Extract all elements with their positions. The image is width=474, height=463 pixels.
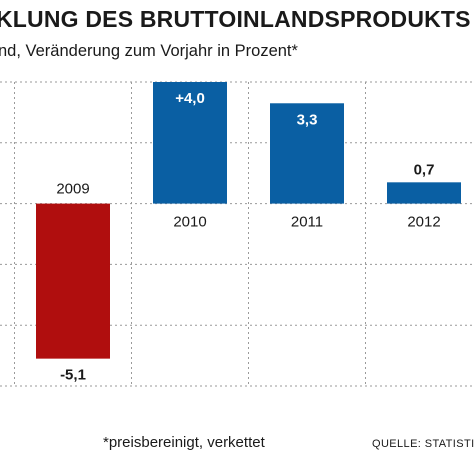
footnote: *preisbereinigt, verkettet (103, 434, 265, 451)
bar (387, 182, 461, 204)
bar (270, 103, 344, 204)
bar-layer (36, 82, 461, 359)
data-label: -5,1 (60, 367, 86, 384)
label-layer: 2009 -5,1 2010 +4,0 2011 3,3 2012 0,7 (56, 90, 440, 384)
bar (153, 82, 227, 204)
x-tick-label: 2011 (291, 214, 323, 231)
x-tick-label: 2009 (56, 181, 89, 198)
data-label: +4,0 (175, 90, 205, 107)
grid-layer (0, 81, 474, 387)
data-label: 0,7 (414, 161, 435, 178)
data-label: 3,3 (297, 111, 318, 128)
bar (36, 203, 110, 359)
chart-subtitle: nd, Veränderung zum Vorjahr in Prozent* (0, 42, 298, 60)
x-tick-label: 2010 (173, 214, 206, 231)
chart-title: KLUNG DES BRUTTOINLANDSPRODUKTS (0, 6, 471, 32)
source-note: QUELLE: STATISTISC (372, 438, 474, 450)
x-tick-label: 2012 (407, 214, 440, 231)
